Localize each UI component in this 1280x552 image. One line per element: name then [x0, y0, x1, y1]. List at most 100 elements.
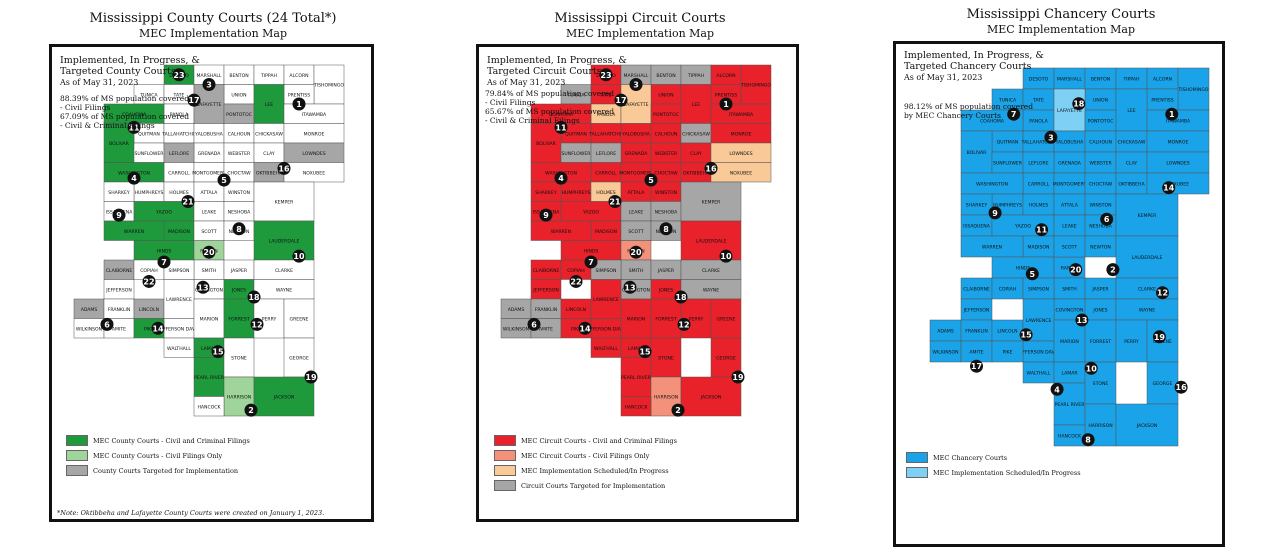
county-label: FORREST: [655, 317, 676, 323]
legend-label: Circuit Courts Targeted for Implementati…: [521, 481, 666, 490]
district-number: 19: [1154, 333, 1166, 342]
county-label: HUMPHREYS: [135, 190, 164, 196]
county-label: BENTON: [229, 73, 248, 79]
district-number: 12: [251, 320, 262, 329]
chancery-map-header: Implemented, In Progress, & Targeted Cha…: [904, 50, 1044, 83]
legend-swatch: [66, 435, 88, 446]
county-label: WEBSTER: [655, 151, 678, 157]
district-number: 3: [206, 81, 212, 90]
circuit-legend-item: Circuit Courts Targeted for Implementati…: [494, 480, 677, 491]
county-label: CHICKASAW: [682, 131, 710, 137]
district-marker-13: [1075, 313, 1089, 327]
district-marker-5: [217, 173, 231, 187]
county-label: NOXUBEE: [303, 170, 325, 176]
county-label: HANCOCK: [197, 404, 221, 410]
county-label: WEBSTER: [1089, 161, 1112, 167]
county-label: NESHOBA: [228, 209, 251, 215]
district-markers: 23 3 1 17 11 4 5 16 21 9 8 20 10 7 22 13 18 6 14 15 12 19 2: [527, 68, 745, 417]
county-label: COPIAH: [140, 268, 158, 274]
district-number: 6: [1104, 215, 1110, 224]
legend-swatch: [66, 450, 88, 461]
county-george: [710, 337, 742, 378]
county-label: LEAKE: [1062, 224, 1077, 230]
county-label: HINDS: [157, 248, 172, 254]
district-number: 4: [131, 174, 137, 183]
circuit-as-of: As of May 31, 2023: [487, 78, 566, 87]
county-label: ALCORN: [1153, 77, 1172, 83]
county-label: CLARKE: [702, 268, 720, 274]
county-label: NESHOBA: [655, 209, 678, 215]
district-marker-15: [638, 345, 652, 359]
county-label: PRENTISS: [715, 92, 737, 98]
county-label: UNION: [1093, 98, 1108, 104]
county-label: WALTHALL: [1027, 371, 1051, 377]
legend-swatch: [906, 452, 928, 463]
district-number: 16: [705, 164, 717, 173]
district-marker-3: [629, 78, 643, 91]
county-label: STONE: [1093, 381, 1109, 387]
county-label: ITAWAMBA: [302, 112, 327, 118]
county-label: CALHOUN: [1089, 140, 1112, 146]
county-label: CLARKE: [1138, 287, 1156, 293]
county-label: SMITH: [629, 268, 644, 274]
legend-swatch: [906, 467, 928, 478]
district-marker-17: [187, 93, 201, 107]
county-tishomingo: [1177, 67, 1210, 111]
county-label: LEE: [1127, 108, 1135, 114]
county-label: JONES: [658, 287, 673, 293]
district-marker-22: [142, 274, 156, 288]
county-label: WINSTON: [1089, 203, 1111, 209]
district-marker-8: [1081, 433, 1095, 447]
district-number: 11: [1036, 226, 1048, 235]
county-label: GEORGE: [289, 356, 309, 362]
county-label: TATE: [173, 92, 185, 98]
county-label: LEE: [692, 102, 700, 108]
district-number: 18: [1073, 100, 1085, 109]
district-number: 3: [1048, 133, 1054, 142]
county-label: COAHOMA: [549, 112, 574, 118]
county-label: MARSHALL: [1057, 77, 1082, 83]
district-marker-1: [1165, 107, 1179, 121]
district-number: 5: [648, 176, 654, 185]
county-label: WILKINSON: [932, 350, 958, 356]
county-shapes: DESOTOMARSHALLBENTONTIPPAHALCORNTISHOMIN…: [73, 64, 344, 417]
county-label: HANCOCK: [1058, 434, 1082, 440]
county-label: HUMPHREYS: [993, 203, 1022, 209]
district-number: 14: [579, 324, 591, 333]
county-label: TUNICA: [998, 98, 1017, 104]
district-marker-14: [151, 321, 165, 335]
district-marker-16: [277, 161, 291, 175]
district-marker-4: [127, 171, 141, 185]
county-jackson: [253, 376, 315, 417]
county-label: LEFLORE: [1028, 161, 1048, 167]
county-label: CHOCTAW: [654, 170, 678, 176]
circuit-header-line-2: Targeted Circuit Courts: [487, 66, 602, 77]
county-label: YAZOO: [155, 209, 172, 215]
county-note: *Note: Oktibbeha and Lafayette County Co…: [57, 509, 325, 517]
county-map-frame: DESOTOMARSHALLBENTONTIPPAHALCORNTISHOMIN…: [49, 44, 374, 522]
district-number: 2: [248, 406, 254, 415]
district-marker-22: [569, 274, 583, 288]
county-label: AMITE: [112, 326, 126, 332]
district-number: 17: [615, 96, 626, 105]
district-number: 20: [630, 248, 642, 257]
county-label: DESOTO: [1029, 77, 1049, 83]
chancery-map-subtitle: MEC Implementation Map: [986, 23, 1136, 36]
legend-label: MEC Implementation Scheduled/In Progress: [933, 468, 1081, 477]
county-label: FORREST: [1090, 339, 1111, 345]
county-stat-4: - Civil & Criminal Filings: [60, 121, 155, 130]
county-label: HARRISON: [227, 395, 251, 401]
county-label: TIPPAH: [687, 73, 704, 79]
county-perry: [1115, 319, 1148, 363]
county-stone: [650, 337, 682, 378]
county-label: WARREN: [982, 245, 1002, 251]
county-label: JEFFERSON DAVIS: [1017, 350, 1059, 356]
county-label: LEE: [265, 102, 273, 108]
county-label: SUNFLOWER: [993, 161, 1023, 167]
district-number: 15: [1021, 331, 1033, 340]
circuit-header-line-1: Implemented, In Progress, &: [487, 55, 627, 66]
county-george: [1146, 361, 1179, 405]
district-marker-1: [719, 97, 733, 111]
county-lawrence: [163, 279, 195, 319]
